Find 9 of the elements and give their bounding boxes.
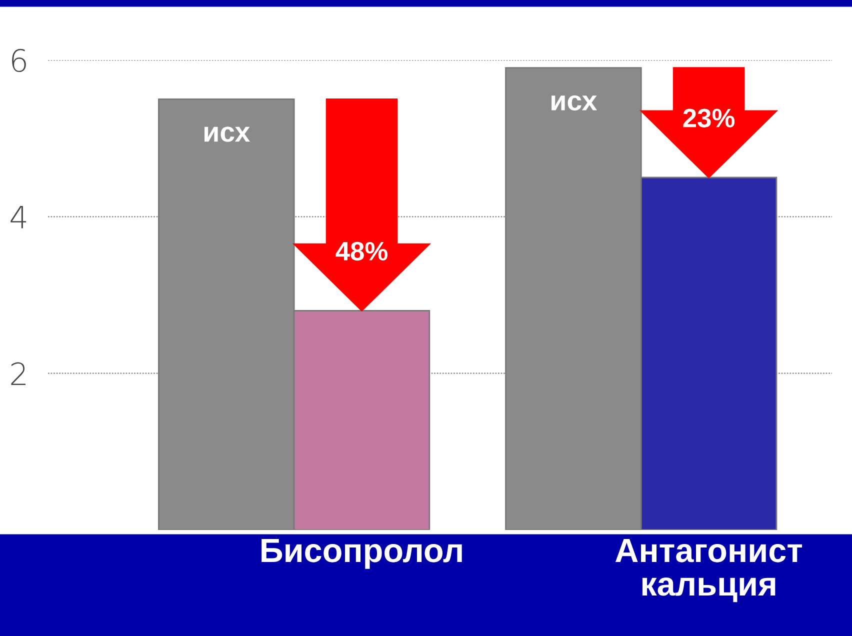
y-tick-label: 6 (12, 48, 26, 72)
x-tick-label: Бисопролол (262, 539, 462, 569)
x-tick-label: Антагонист кальция (615, 539, 802, 602)
y-tick-label: 2 (11, 362, 26, 385)
annotation: 23% (683, 108, 735, 128)
y-tick-label: 4 (10, 206, 26, 228)
series-label: исх (204, 126, 250, 142)
text: исх (552, 95, 598, 111)
annotation: 48% (336, 242, 388, 261)
